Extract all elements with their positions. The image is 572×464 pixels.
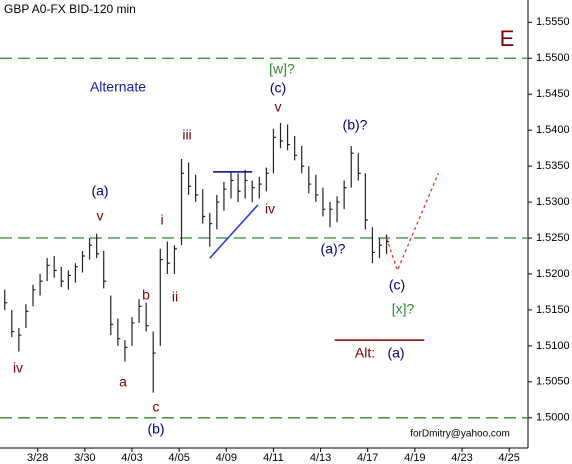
y-tick-label: 1.5150 <box>536 304 570 316</box>
annotation-line <box>385 173 440 273</box>
wave-label: iii <box>182 127 191 143</box>
wave-label: c <box>153 399 160 415</box>
wave-label: Alternate <box>90 79 146 95</box>
wave-label: E <box>500 26 515 51</box>
wave-label: (a)? <box>321 241 346 257</box>
y-tick-label: 1.5350 <box>536 160 570 172</box>
x-tick-label: 4/05 <box>168 452 189 464</box>
x-tick-label: 4/19 <box>404 452 425 464</box>
wave-label: v <box>275 99 282 115</box>
y-tick-label: 1.5550 <box>536 16 570 28</box>
y-tick-label: 1.5050 <box>536 376 570 388</box>
annotation-line <box>209 204 259 259</box>
y-tick-label: 1.5000 <box>536 412 570 424</box>
wave-label: (c) <box>389 277 405 293</box>
wave-label: iv <box>13 360 23 376</box>
x-tick-label: 4/25 <box>498 452 519 464</box>
y-tick-label: 1.5500 <box>536 52 570 64</box>
x-tick-label: 3/28 <box>27 452 48 464</box>
wave-label: forDmitry@yahoo.com <box>410 429 510 440</box>
wave-label: a <box>119 374 127 390</box>
x-tick-label: 4/11 <box>263 452 284 464</box>
chart-title: GBP A0-FX BID-120 min <box>4 2 136 16</box>
y-tick-label: 1.5300 <box>536 196 570 208</box>
y-tick-label: 1.5100 <box>536 340 570 352</box>
y-tick-label: 1.5250 <box>536 232 570 244</box>
wave-label: (b) <box>147 421 164 437</box>
y-tick-label: 1.5400 <box>536 124 570 136</box>
wave-label: ii <box>172 289 178 305</box>
wave-label: i <box>160 212 163 228</box>
wave-label: v <box>97 208 104 224</box>
wave-label: [w]? <box>269 61 295 77</box>
x-tick-label: 4/23 <box>451 452 472 464</box>
wave-label: (a) <box>387 345 404 361</box>
wave-label: Alt: <box>355 345 375 361</box>
wave-label: (a) <box>91 183 108 199</box>
x-tick-label: 4/09 <box>216 452 237 464</box>
wave-label: [x]? <box>392 301 415 317</box>
wave-label: iv <box>265 201 275 217</box>
x-tick-label: 4/17 <box>357 452 378 464</box>
x-tick-label: 3/30 <box>74 452 95 464</box>
wave-label: (c) <box>270 80 286 96</box>
wave-label: (b)? <box>343 117 368 133</box>
x-tick-label: 4/03 <box>121 452 142 464</box>
wave-label: b <box>142 287 150 303</box>
x-tick-label: 4/13 <box>310 452 331 464</box>
y-tick-label: 1.5200 <box>536 268 570 280</box>
y-tick-label: 1.5450 <box>536 88 570 100</box>
